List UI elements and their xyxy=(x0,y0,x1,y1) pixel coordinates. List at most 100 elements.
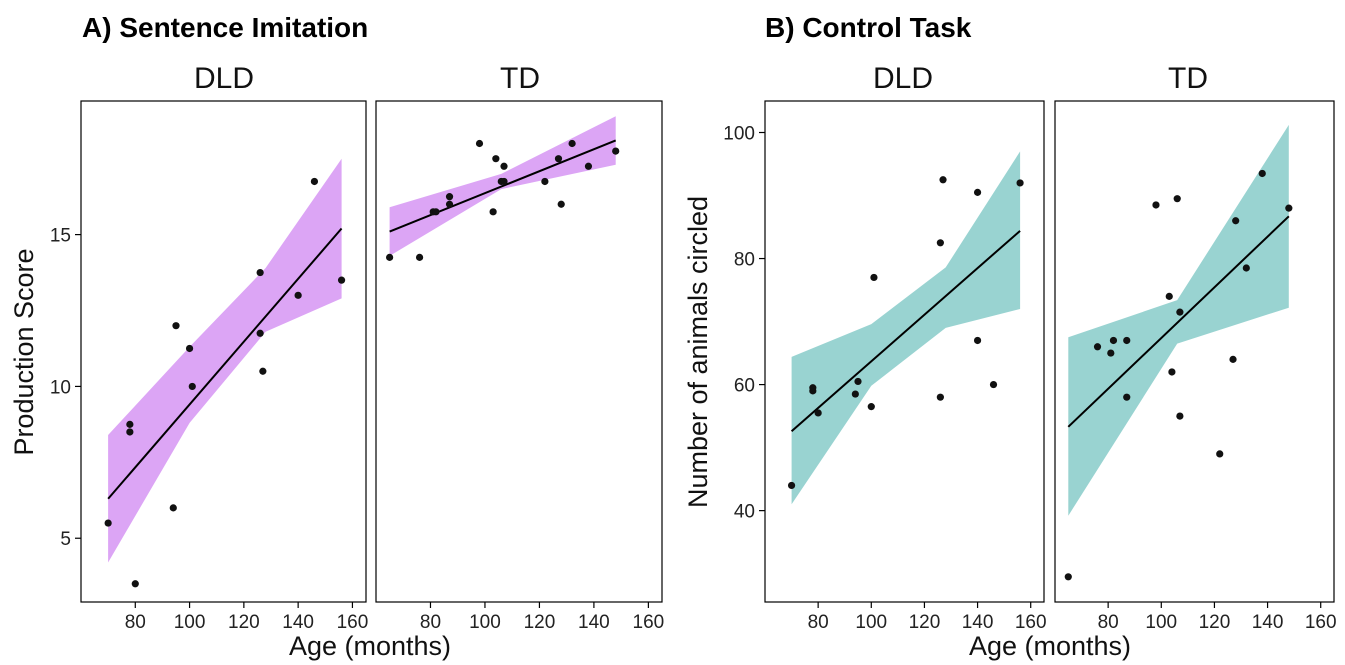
chart-b-td-data-point xyxy=(1123,336,1131,345)
chart-a-td-data-point xyxy=(489,208,497,216)
chart-a-dld-data-point xyxy=(131,580,139,588)
chart-b-dld-x-tick-label: 100 xyxy=(855,612,887,633)
chart-b-td-data-point xyxy=(1258,169,1266,178)
chart-a-td-data-point xyxy=(557,200,565,208)
chart-b-dld-data-point xyxy=(867,403,875,411)
chart-a-dld-panel-frame xyxy=(80,100,367,603)
chart-b-td-x-tick-label: 160 xyxy=(1305,612,1337,633)
chart-b-title: B) Control Task xyxy=(765,12,972,43)
chart-a-td-data-point xyxy=(415,253,424,261)
chart-a-td-data-point xyxy=(475,139,484,148)
chart-a-td-x-tick-label: 140 xyxy=(578,612,610,633)
chart-a-dld-data-point xyxy=(188,382,196,391)
chart-a-td-x-tick-label: 160 xyxy=(633,612,665,633)
chart-b-y-tick-label: 60 xyxy=(734,376,755,397)
chart-b-dld-data-point xyxy=(787,481,796,490)
chart-a-dld-data-point xyxy=(169,504,177,512)
chart-b-dld-data-point xyxy=(870,273,878,282)
chart-a-td-data-point xyxy=(612,147,620,155)
chart-a-td-x-tick-label: 80 xyxy=(420,612,441,633)
chart-a-td-data-point xyxy=(445,200,454,208)
chart-a-dld-data-point xyxy=(104,519,112,527)
chart-a: A) Sentence Imitation Production Score D… xyxy=(9,12,664,633)
chart-b-dld-x-tick-label: 140 xyxy=(962,612,994,633)
chart-a-dld-data-point xyxy=(294,291,302,299)
chart-b-x-axis-dld: 80 100 120 140 160 xyxy=(808,602,1047,633)
chart-b-td-data-point xyxy=(1152,201,1160,209)
chart-a-panel-td xyxy=(375,100,663,603)
chart-b: B) Control Task Number of animals circle… xyxy=(683,12,1337,633)
chart-a-facet-dld: DLD xyxy=(194,62,254,95)
chart-a-dld-x-tick-label: 80 xyxy=(125,612,146,633)
chart-a-dld-data-point xyxy=(259,367,267,375)
chart-b-td-data-point xyxy=(1168,368,1176,376)
chart-a-xlabel: Age (months) xyxy=(289,631,451,661)
chart-b-y-tick-label: 40 xyxy=(734,502,755,523)
chart-a-td-panel-frame xyxy=(375,100,663,603)
chart-b-dld-regression-line xyxy=(790,230,1021,432)
chart-a-ylabel: Production Score xyxy=(9,248,39,455)
chart-a-y-tick-label: 15 xyxy=(50,226,71,247)
chart-b-td-panel-frame xyxy=(1054,100,1335,603)
chart-a-dld-data-point xyxy=(337,276,346,284)
chart-b-facet-dld: DLD xyxy=(873,62,933,95)
chart-b-td-regression-line xyxy=(1067,215,1290,428)
chart-b-td-x-tick-label: 80 xyxy=(1098,612,1119,633)
chart-b-dld-data-point xyxy=(936,393,944,401)
chart-a-dld-data-point xyxy=(256,329,264,337)
chart-b-dld-x-tick-label: 80 xyxy=(808,612,829,633)
chart-b-dld-x-tick-label: 160 xyxy=(1015,612,1047,633)
chart-b-td-data-point xyxy=(1123,393,1131,401)
chart-a-panel-dld xyxy=(80,100,367,603)
chart-b-td-data-point xyxy=(1109,336,1118,345)
chart-b-panel-dld xyxy=(764,100,1045,603)
chart-b-dld-confidence-band xyxy=(791,151,1021,505)
chart-b-y-axis: 40 60 80 100 xyxy=(723,124,765,523)
chart-a-y-tick-label: 5 xyxy=(60,529,71,550)
chart-a-td-data-point xyxy=(500,162,508,170)
chart-a-dld-x-tick-label: 140 xyxy=(282,612,314,633)
chart-b-td-data-point xyxy=(1107,349,1115,357)
chart-a-td-data-point xyxy=(554,155,563,163)
chart-b-dld-data-point xyxy=(989,380,998,389)
chart-b-panel-td xyxy=(1054,100,1335,603)
chart-a-td-data-point xyxy=(568,139,576,148)
chart-a-dld-x-tick-label: 100 xyxy=(174,612,206,633)
chart-a-dld-data-point xyxy=(310,177,319,186)
chart-a-td-data-point xyxy=(500,177,508,186)
chart-b-td-x-tick-label: 120 xyxy=(1199,612,1231,633)
chart-b-dld-data-point xyxy=(809,384,817,392)
chart-b-dld-data-point xyxy=(1016,179,1024,187)
chart-a-dld-data-point xyxy=(172,322,180,330)
chart-b-dld-data-point xyxy=(851,390,859,398)
chart-b-y-tick-label: 80 xyxy=(734,250,755,271)
chart-b-dld-data-point xyxy=(854,377,862,386)
chart-a-dld-x-tick-label: 120 xyxy=(228,612,260,633)
chart-a-td-data-point xyxy=(445,193,454,201)
chart-a-dld-data-point xyxy=(126,428,134,436)
chart-b-td-data-point xyxy=(1176,308,1184,316)
chart-b-td-x-tick-label: 100 xyxy=(1145,612,1177,633)
chart-b-dld-x-tick-label: 120 xyxy=(909,612,941,633)
chart-a-td-x-tick-label: 100 xyxy=(469,612,501,633)
chart-b-td-data-point xyxy=(1165,292,1173,300)
chart-b-td-data-point xyxy=(1064,573,1072,581)
chart-a-td-data-point xyxy=(432,208,440,216)
chart-b-td-data-point xyxy=(1176,412,1184,420)
chart-b-td-data-point xyxy=(1232,217,1240,225)
chart-a-dld-regression-line xyxy=(107,227,343,500)
chart-b-td-data-point xyxy=(1229,355,1237,363)
chart-b-dld-data-point xyxy=(936,239,944,247)
chart-b-td-x-tick-label: 140 xyxy=(1252,612,1284,633)
chart-a-td-data-point xyxy=(541,177,549,186)
chart-a-dld-data-point xyxy=(126,420,134,428)
chart-b-td-data-point xyxy=(1285,204,1293,212)
chart-b-xlabel: Age (months) xyxy=(969,631,1131,661)
chart-a-dld-data-point xyxy=(185,344,194,353)
chart-b-dld-data-point xyxy=(973,188,982,196)
chart-a-facet-td: TD xyxy=(500,62,540,95)
chart-a-x-axis-dld: 80 100 120 140 160 xyxy=(125,602,368,633)
chart-b-dld-data-point xyxy=(973,336,982,345)
chart-b-td-data-point xyxy=(1242,264,1250,272)
